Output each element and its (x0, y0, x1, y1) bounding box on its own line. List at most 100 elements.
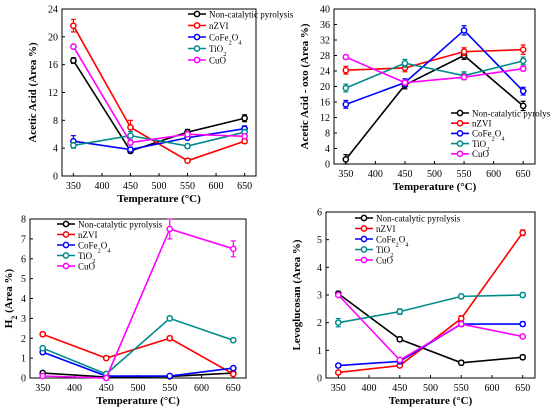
data-point (342, 156, 350, 163)
data-point (102, 354, 110, 362)
x-tick-label: 550 (162, 383, 177, 394)
series-line (337, 294, 523, 362)
x-tick-label: 650 (226, 383, 241, 394)
y-tick-label: 20 (48, 32, 58, 43)
data-point (519, 353, 527, 361)
x-axis-label: Temperature (°C) (117, 193, 201, 205)
x-tick-label: 550 (457, 169, 472, 180)
chart-panel-4: 0 1 2 3 4 5 6 350 400 450 500 550 600 650 Temperature … (291, 208, 536, 407)
legend-marker (193, 10, 201, 18)
data-point (39, 344, 47, 352)
x-tick-label: 600 (209, 181, 224, 192)
y-tick-label: 6 (21, 254, 26, 265)
y-tick-label: 1 (21, 354, 26, 365)
y-tick-label: 6 (317, 208, 322, 219)
legend-marker (456, 130, 464, 137)
legend-marker (456, 119, 464, 127)
data-point (184, 142, 191, 150)
x-tick-label: 500 (423, 383, 438, 394)
y-axis-label: Acetic Acid (Area %) (27, 42, 39, 143)
legend-label: TiO2 (78, 251, 95, 265)
y-tick-label: 1 (317, 346, 322, 357)
legend-label: CuO (78, 261, 96, 271)
y-tick-label: 24 (320, 67, 330, 78)
legend-marker (62, 220, 70, 228)
y-tick-label: 0 (325, 160, 330, 171)
data-point (396, 356, 404, 364)
x-tick-label: 500 (152, 181, 167, 192)
legend-marker (62, 262, 70, 270)
legend-marker (62, 231, 70, 238)
series-tio2 (39, 315, 237, 378)
x-tick-label: 550 (180, 181, 195, 192)
x-tick-label: 500 (131, 383, 146, 394)
legend: Non-catalytic pyrolysisnZVICoFe2O4TiO2Cu… (57, 219, 163, 271)
data-point (396, 335, 404, 343)
y-tick-label: 8 (325, 129, 330, 140)
legend-marker (360, 214, 368, 222)
data-point (39, 372, 47, 380)
series-tio2 (70, 128, 248, 150)
y-tick-label: 8 (21, 215, 26, 226)
series-line (72, 46, 245, 144)
data-point (460, 73, 468, 81)
y-axis-label: Acetic Acid - oxo (Area %) (299, 23, 311, 149)
data-point (460, 26, 468, 34)
y-tick-label: 0 (21, 374, 26, 385)
series-cuo (334, 291, 527, 364)
legend-label: nZVI (209, 21, 229, 31)
series-line (42, 227, 234, 379)
legend-marker (360, 256, 368, 264)
series-tio2 (342, 56, 527, 93)
legend-label: Non-catalytic pyrolysis (376, 213, 461, 223)
chart-panel-3: 0 1 2 3 4 5 6 7 8 350 400 450 500 550 600 650 Temperatur… (3, 215, 247, 407)
series-line (73, 127, 245, 151)
series-line (345, 56, 524, 84)
x-tick-label: 350 (66, 181, 81, 192)
data-point (334, 319, 342, 327)
legend: Non-catalytic pyrolysisnZVICoFe2O4TiO2Cu… (451, 108, 550, 159)
x-axis-label: Temperature (°C) (389, 395, 473, 407)
series-line (338, 294, 523, 324)
y-tick-label: 32 (320, 36, 330, 47)
data-point (519, 46, 527, 54)
data-point (457, 315, 465, 322)
series-cuo (70, 43, 248, 146)
legend-label: CuO (376, 255, 394, 265)
x-tick-label: 650 (516, 169, 531, 180)
y-tick-label: 5 (317, 235, 322, 246)
x-axis-label: Temperature (°C) (393, 181, 477, 193)
data-point (519, 229, 527, 237)
data-point (166, 334, 174, 342)
legend-label: CoFe2O4 (376, 234, 409, 248)
legend-label: CuO (209, 55, 227, 65)
y-tick-label: 7 (21, 234, 26, 245)
x-tick-label: 500 (427, 169, 442, 180)
legend-label: TiO2 (472, 139, 489, 153)
data-point (401, 59, 409, 67)
data-point (334, 369, 342, 376)
legend-marker (193, 56, 201, 64)
data-point (519, 333, 527, 340)
data-point (39, 330, 47, 338)
data-point (342, 100, 350, 108)
legend-marker (456, 150, 464, 158)
chart-panel-1: 0 4 8 12 16 20 24 350 400 450 500 550 600 650 Temperat… (27, 5, 294, 206)
x-tick-label: 600 (486, 169, 501, 180)
x-tick-label: 600 (194, 383, 209, 394)
legend-label: CuO (472, 149, 490, 159)
y-tick-label: 0 (53, 172, 58, 183)
data-point (519, 291, 527, 299)
chart-panel-2: 0 4 8 12 16 20 24 28 32 36 40 350 400 450 500 550 600 650… (299, 5, 550, 194)
y-tick-label: 3 (21, 314, 26, 325)
data-point (184, 130, 191, 138)
legend-marker (360, 246, 368, 253)
legend-label: CoFe2O4 (78, 240, 111, 254)
y-tick-label: 4 (21, 294, 26, 305)
data-point (519, 87, 527, 95)
data-point (184, 157, 191, 165)
data-point (70, 57, 77, 64)
data-point (519, 65, 527, 73)
plot-frame (333, 8, 536, 165)
